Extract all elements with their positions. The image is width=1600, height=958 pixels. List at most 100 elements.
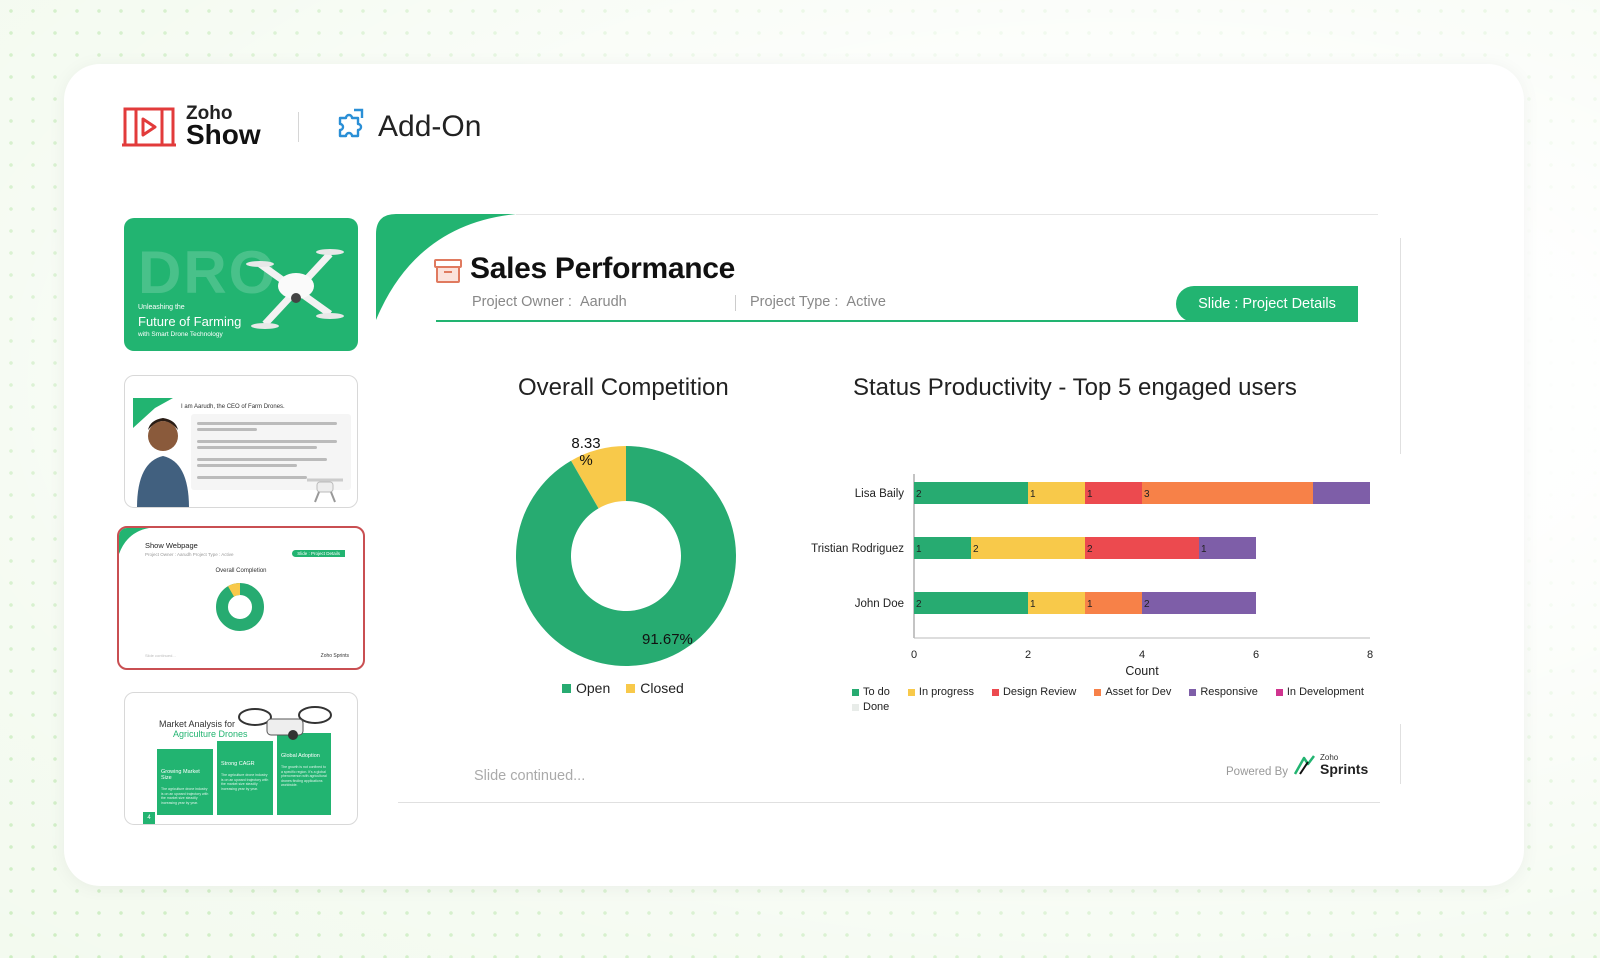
bar-segment <box>1142 482 1313 504</box>
brand-show-text: Show <box>186 119 261 150</box>
text-line <box>197 446 317 449</box>
legend-swatch <box>852 688 859 696</box>
bar-segment <box>914 482 1028 504</box>
bar-data-label: 1 <box>1087 599 1093 610</box>
legend-item: Asset for Dev <box>1094 686 1171 698</box>
category-label: John Doe <box>855 598 904 610</box>
project-type-value: Active <box>846 294 886 310</box>
bar-chart-legend: To do In progress Design Review Asset for D… <box>852 686 1372 713</box>
bar-chart-title: Status Productivity - Top 5 engaged user… <box>853 374 1297 401</box>
legend-label: Open <box>576 680 611 696</box>
sprints-name-text: Sprints <box>1320 761 1369 777</box>
x-tick-label: 0 <box>911 649 917 661</box>
category-label: Lisa Baily <box>855 488 904 500</box>
category-label: Tristian Rodriguez <box>811 543 904 555</box>
brand-zoho-text: Zoho <box>186 103 233 124</box>
legend-swatch <box>1189 688 1197 696</box>
project-owner-label: Project Owner : <box>472 294 572 310</box>
thumb-subtitle: Unleashing the <box>138 304 185 311</box>
bar-data-label: 2 <box>916 489 922 500</box>
slide-thumbnail-1[interactable]: DRO Unleashing the Future of Farming wit… <box>124 218 358 351</box>
donut-slice-open <box>516 446 736 666</box>
thumb-meta: Project Owner : Aarudh Project Type : Ac… <box>145 552 234 557</box>
legend-item-open: Open <box>562 680 610 696</box>
legend-swatch <box>562 683 571 693</box>
text-line <box>197 464 297 467</box>
drone-image <box>246 249 344 329</box>
bar-segment <box>1085 537 1199 559</box>
text-line <box>197 440 337 443</box>
thumb-subtitle-2: with Smart Drone Technology <box>138 331 223 338</box>
donut-label-closed: 8.33 % <box>571 435 601 469</box>
bar-segment <box>971 537 1085 559</box>
thumb-continued: Slide continued... <box>145 653 176 658</box>
thumb-title-highlight: Agriculture Drones <box>173 729 248 739</box>
slide-badge: Slide : Project Details <box>1176 286 1358 322</box>
slide-green-corner <box>376 214 516 320</box>
text-line <box>197 422 337 425</box>
title-underline <box>436 320 1356 322</box>
addon-label-group: Add-On <box>334 106 481 147</box>
x-tick-label: 2 <box>1025 649 1031 661</box>
thumb-text-box <box>191 414 351 490</box>
legend-label: Responsive <box>1200 686 1258 698</box>
text-line <box>197 428 257 431</box>
bar-data-label: 1 <box>916 544 922 555</box>
col-body: The agriculture drone industry is on an … <box>161 787 209 805</box>
donut-slice-closed <box>571 446 626 509</box>
x-axis-title: Count <box>1125 664 1159 678</box>
slide-right-border <box>1400 238 1401 454</box>
slide-thumbnail-2[interactable]: I am Aarudh, the CEO of Farm Drones. <box>124 375 358 508</box>
legend-item: Responsive <box>1189 686 1258 698</box>
thumb-drone-bg-text: DRO <box>138 239 278 306</box>
legend-label: Asset for Dev <box>1105 686 1172 698</box>
bar-data-label: 1 <box>1087 489 1093 500</box>
slide-thumbnail-3-selected[interactable]: Show Webpage Project Owner : Aarudh Proj… <box>117 526 365 670</box>
bar-data-label: 2 <box>1144 599 1150 610</box>
header-divider <box>298 112 299 142</box>
thumb-title: Market Analysis for <box>159 719 236 729</box>
sprints-logo-icon <box>1293 755 1316 775</box>
powered-by-sprints: Powered By Zoho Sprints <box>1226 752 1369 779</box>
thumb-column-card: Global Adoption The growth is not confine… <box>277 733 331 815</box>
legend-item-closed: Closed <box>626 680 684 696</box>
bar-data-label: 1 <box>1030 489 1036 500</box>
bar-segment <box>1028 482 1085 504</box>
legend-label: Done <box>863 701 890 713</box>
text-line <box>197 458 327 461</box>
legend-swatch <box>626 683 636 693</box>
legend-swatch <box>852 703 859 711</box>
legend-item: Design Review <box>991 686 1077 698</box>
bar-segment <box>1085 482 1142 504</box>
donut-chart <box>516 446 736 666</box>
quad-drone-image <box>238 706 332 740</box>
legend-swatch <box>1094 688 1102 696</box>
project-owner: Project Owner : Aarudh <box>472 294 627 310</box>
bar-data-label: 2 <box>916 599 922 610</box>
thumb-chart-title: Overall Completion <box>215 568 267 574</box>
legend-swatch <box>1275 688 1283 696</box>
puzzle-icon <box>334 106 370 147</box>
col-heading: Strong CAGR <box>221 761 255 767</box>
bar-data-label: 1 <box>1030 599 1036 610</box>
thumb-donut-chart <box>216 582 264 631</box>
legend-label: To do <box>863 686 890 698</box>
slide-right-border <box>1400 724 1401 784</box>
legend-label: Design Review <box>1002 686 1077 698</box>
bar-segment <box>1313 482 1370 504</box>
slide-canvas[interactable]: Sales Performance Project Owner : Aarudh… <box>376 214 1402 808</box>
slide-thumbnail-4[interactable]: Market Analysis for Agriculture Drones G… <box>124 692 358 825</box>
legend-label: In progress <box>918 686 974 698</box>
bar-segment <box>1142 592 1256 614</box>
bar-data-label: 1 <box>1201 544 1207 555</box>
thumb-page-number: 4 <box>143 812 155 824</box>
powered-by-label: Powered By <box>1226 766 1289 778</box>
legend-item: Done <box>852 701 889 713</box>
text-line <box>197 476 307 479</box>
small-drone-image <box>307 478 343 503</box>
ceo-photo <box>133 398 189 507</box>
bar-data-label: 2 <box>973 544 979 555</box>
legend-item: To do <box>852 686 890 698</box>
addon-label: Add-On <box>378 109 482 143</box>
bar-segment <box>1199 537 1256 559</box>
